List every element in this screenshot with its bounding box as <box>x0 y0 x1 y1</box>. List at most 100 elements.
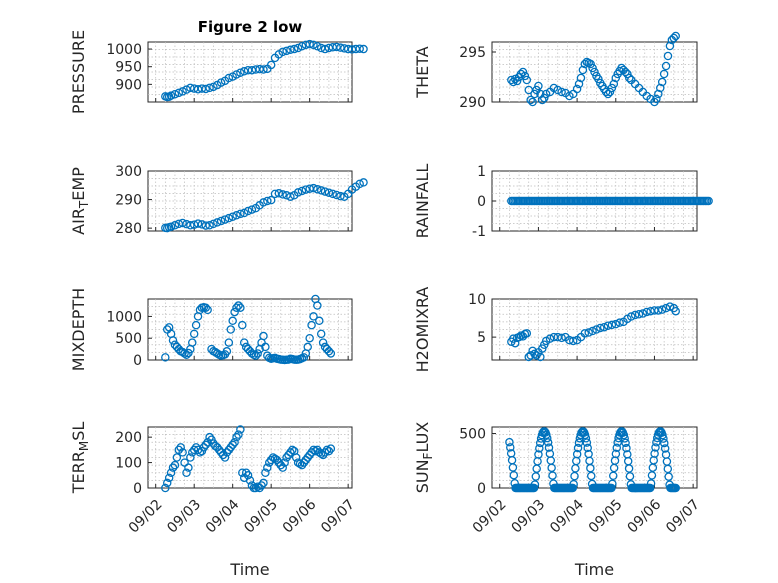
data-point <box>509 470 519 480</box>
data-point <box>176 443 185 452</box>
data-point <box>243 206 253 216</box>
data-point <box>654 306 663 315</box>
data-point <box>656 83 665 93</box>
data-point <box>259 331 268 341</box>
data-point <box>542 430 551 440</box>
data-point <box>203 305 212 315</box>
data-point <box>569 479 578 489</box>
data-point <box>305 333 314 343</box>
data-point <box>596 323 605 333</box>
data-point <box>568 336 578 346</box>
x-axis-label: Time <box>229 560 269 579</box>
data-point <box>531 472 541 481</box>
data-point <box>161 353 170 362</box>
data-point <box>359 178 368 187</box>
data-point <box>222 347 232 356</box>
data-point <box>216 78 226 87</box>
data-point <box>236 303 245 312</box>
x-tick-label: 09/03 <box>164 497 204 537</box>
data-point <box>186 453 195 462</box>
y-tick-label: 0 <box>133 481 142 497</box>
data-point <box>266 60 276 70</box>
data-point <box>259 478 268 488</box>
y-tick-label: 290 <box>459 95 486 111</box>
data-point <box>332 42 341 52</box>
data-point <box>582 438 592 447</box>
data-point <box>645 483 655 493</box>
data-point <box>166 91 176 100</box>
data-point <box>545 334 555 343</box>
data-point <box>263 463 272 472</box>
data-point <box>180 349 189 358</box>
data-point <box>297 41 307 51</box>
data-point <box>205 221 214 230</box>
data-point <box>309 40 318 50</box>
data-point <box>621 438 630 448</box>
data-point <box>607 83 617 93</box>
data-point <box>320 44 330 54</box>
data-point <box>661 61 671 71</box>
data-point <box>615 318 624 327</box>
data-point <box>588 326 597 336</box>
data-point <box>607 483 616 493</box>
data-point <box>594 74 603 84</box>
y-tick-label: 5 <box>477 330 486 346</box>
data-point <box>309 312 318 321</box>
data-point <box>619 430 629 440</box>
data-point <box>658 430 667 440</box>
data-point <box>522 75 532 85</box>
data-point <box>574 79 584 89</box>
data-point <box>328 189 338 199</box>
x-tick-label: 09/03 <box>508 497 548 537</box>
data-point <box>671 31 680 41</box>
data-point <box>238 320 247 330</box>
data-point <box>539 93 549 103</box>
data-point <box>583 443 592 453</box>
data-point <box>170 460 180 470</box>
data-point <box>184 348 193 358</box>
y-tick-label: 200 <box>115 430 142 446</box>
data-point <box>536 352 545 362</box>
data-point <box>520 71 530 81</box>
data-point <box>535 444 544 453</box>
data-point <box>224 73 234 83</box>
data-point <box>568 483 578 493</box>
data-point <box>280 458 289 467</box>
data-point <box>625 472 635 481</box>
data-point <box>201 440 210 450</box>
data-point <box>650 449 659 458</box>
data-point <box>305 39 314 49</box>
data-point <box>216 216 226 226</box>
x-tick-label: 09/04 <box>547 497 587 537</box>
data-point <box>201 84 210 94</box>
data-point <box>295 459 305 469</box>
y-tick-label: 10 <box>468 292 486 308</box>
data-point <box>297 186 307 196</box>
data-point <box>530 480 540 489</box>
data-point <box>263 196 272 206</box>
data-point <box>638 309 648 318</box>
data-point <box>530 89 539 99</box>
data-point <box>581 434 591 443</box>
data-point <box>234 430 243 439</box>
data-point <box>548 471 557 480</box>
data-point <box>576 73 586 83</box>
data-point <box>301 185 311 194</box>
x-tick-label: 09/05 <box>241 497 281 537</box>
data-point <box>228 316 237 326</box>
data-point <box>588 63 597 73</box>
data-point <box>324 188 334 197</box>
data-point <box>336 191 345 201</box>
data-point <box>651 443 660 452</box>
y-tick-label: 1 <box>477 164 486 180</box>
x-tick-label: 09/06 <box>625 497 665 537</box>
data-point <box>544 443 554 452</box>
y-tick-label: 1000 <box>106 309 142 325</box>
data-point <box>355 44 364 53</box>
data-point <box>259 198 268 207</box>
x-tick-label: 09/07 <box>663 497 703 537</box>
data-point <box>182 468 191 477</box>
data-point <box>320 448 330 457</box>
data-point <box>166 222 176 231</box>
